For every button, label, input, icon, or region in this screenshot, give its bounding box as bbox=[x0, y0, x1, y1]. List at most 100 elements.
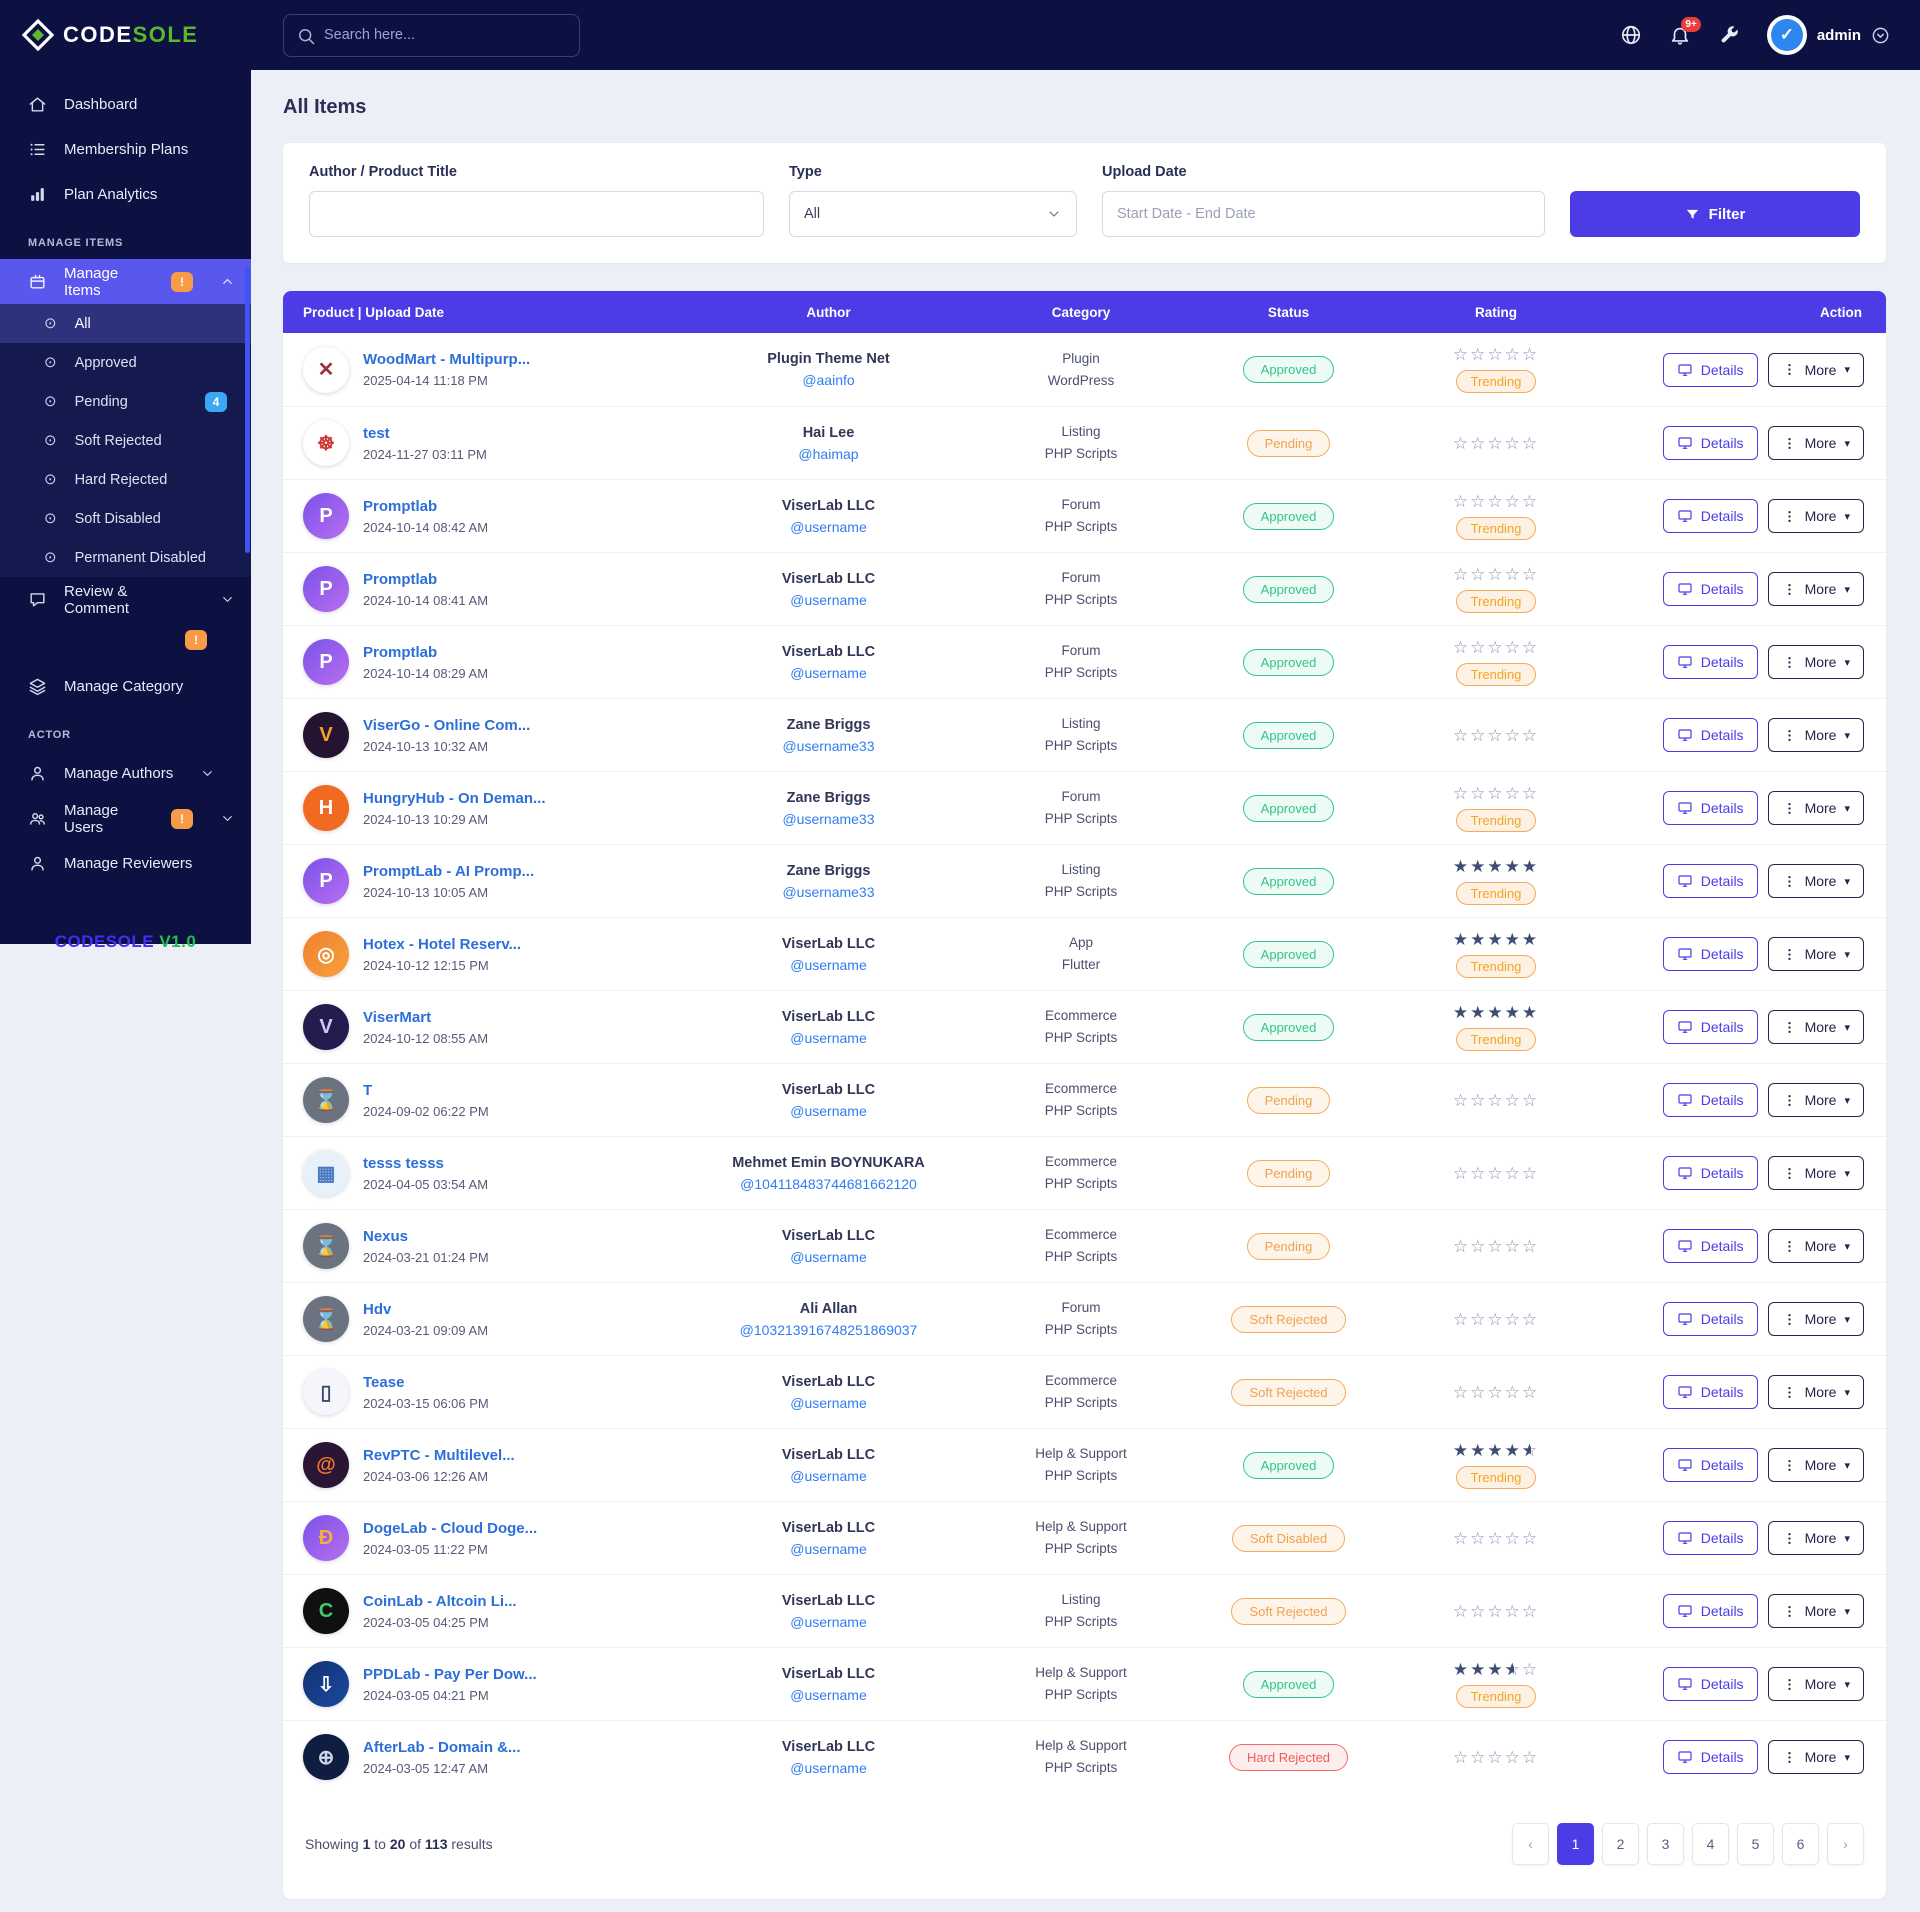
product-title-link[interactable]: CoinLab - Altcoin Li... bbox=[363, 1592, 517, 1610]
product-title-link[interactable]: Promptlab bbox=[363, 570, 438, 588]
more-button[interactable]: More ▾ bbox=[1767, 1010, 1864, 1044]
author-handle-link[interactable]: @username bbox=[790, 1613, 867, 1630]
more-button[interactable]: More ▾ bbox=[1767, 1667, 1864, 1701]
details-button[interactable]: Details bbox=[1662, 1229, 1758, 1263]
details-button[interactable]: Details bbox=[1662, 1156, 1758, 1190]
product-title-link[interactable]: AfterLab - Domain &... bbox=[363, 1738, 521, 1756]
date-range-input[interactable] bbox=[1102, 191, 1545, 237]
author-handle-link[interactable]: @username bbox=[790, 1394, 867, 1411]
author-handle-link[interactable]: @104118483744681662120 bbox=[740, 1175, 917, 1192]
details-button[interactable]: Details bbox=[1662, 1302, 1758, 1336]
details-button[interactable]: Details bbox=[1662, 718, 1758, 752]
details-button[interactable]: Details bbox=[1662, 645, 1758, 679]
product-title-link[interactable]: tesss tesss bbox=[363, 1154, 444, 1172]
author-handle-link[interactable]: @username33 bbox=[782, 810, 875, 827]
sidebar-item-review-comment[interactable]: Review & Comment bbox=[0, 577, 251, 622]
pagination-page-4[interactable]: 4 bbox=[1692, 1823, 1729, 1865]
sidebar-item-manage-users[interactable]: Manage Users! bbox=[0, 796, 251, 841]
more-button[interactable]: More ▾ bbox=[1767, 791, 1864, 825]
details-button[interactable]: Details bbox=[1662, 1667, 1758, 1701]
product-title-link[interactable]: Hotex - Hotel Reserv... bbox=[363, 935, 522, 953]
more-button[interactable]: More ▾ bbox=[1767, 499, 1864, 533]
more-button[interactable]: More ▾ bbox=[1767, 1740, 1864, 1774]
author-filter-input[interactable] bbox=[309, 191, 764, 237]
more-button[interactable]: More ▾ bbox=[1767, 1448, 1864, 1482]
product-title-link[interactable]: HungryHub - On Deman... bbox=[363, 789, 546, 807]
author-handle-link[interactable]: @username bbox=[790, 1759, 867, 1776]
product-title-link[interactable]: Hdv bbox=[363, 1300, 392, 1318]
author-handle-link[interactable]: @haimap bbox=[798, 445, 859, 462]
author-handle-link[interactable]: @username bbox=[790, 1029, 867, 1046]
sidebar-subitem-soft-rejected[interactable]: ⊙ Soft Rejected bbox=[0, 421, 251, 460]
details-button[interactable]: Details bbox=[1662, 499, 1758, 533]
details-button[interactable]: Details bbox=[1662, 426, 1758, 460]
language-globe-button[interactable] bbox=[1620, 24, 1642, 46]
sidebar-item-plan-analytics[interactable]: Plan Analytics bbox=[0, 172, 251, 217]
user-menu[interactable]: ✓ admin bbox=[1766, 15, 1890, 55]
author-handle-link[interactable]: @username33 bbox=[782, 883, 875, 900]
details-button[interactable]: Details bbox=[1662, 791, 1758, 825]
author-handle-link[interactable]: @username bbox=[790, 591, 867, 608]
more-button[interactable]: More ▾ bbox=[1767, 1375, 1864, 1409]
more-button[interactable]: More ▾ bbox=[1767, 645, 1864, 679]
author-handle-link[interactable]: @username bbox=[790, 1102, 867, 1119]
more-button[interactable]: More ▾ bbox=[1767, 937, 1864, 971]
details-button[interactable]: Details bbox=[1662, 937, 1758, 971]
author-handle-link[interactable]: @username bbox=[790, 1248, 867, 1265]
product-title-link[interactable]: Tease bbox=[363, 1373, 405, 1391]
author-handle-link[interactable]: @username bbox=[790, 1467, 867, 1484]
product-title-link[interactable]: DogeLab - Cloud Doge... bbox=[363, 1519, 538, 1537]
product-title-link[interactable]: ViserMart bbox=[363, 1008, 432, 1026]
details-button[interactable]: Details bbox=[1662, 1448, 1758, 1482]
product-title-link[interactable]: test bbox=[363, 424, 390, 442]
product-title-link[interactable]: PromptLab - AI Promp... bbox=[363, 862, 535, 880]
product-title-link[interactable]: Promptlab bbox=[363, 643, 438, 661]
details-button[interactable]: Details bbox=[1662, 864, 1758, 898]
sidebar-item-manage-items[interactable]: Manage Items! bbox=[0, 259, 251, 304]
details-button[interactable]: Details bbox=[1662, 1083, 1758, 1117]
search-input[interactable] bbox=[283, 13, 580, 57]
sidebar-subitem-permanent-disabled[interactable]: ⊙ Permanent Disabled bbox=[0, 538, 251, 577]
author-handle-link[interactable]: @username bbox=[790, 664, 867, 681]
pagination-page-6[interactable]: 6 bbox=[1782, 1823, 1819, 1865]
more-button[interactable]: More ▾ bbox=[1767, 718, 1864, 752]
product-title-link[interactable]: WoodMart - Multipurp... bbox=[363, 351, 531, 368]
details-button[interactable]: Details bbox=[1662, 572, 1758, 606]
more-button[interactable]: More ▾ bbox=[1767, 1083, 1864, 1117]
sidebar-item-dashboard[interactable]: Dashboard bbox=[0, 82, 251, 127]
product-title-link[interactable]: Nexus bbox=[363, 1227, 409, 1245]
product-title-link[interactable]: RevPTC - Multilevel... bbox=[363, 1446, 515, 1464]
sidebar-subitem-hard-rejected[interactable]: ⊙ Hard Rejected bbox=[0, 460, 251, 499]
sidebar-scrollbar[interactable] bbox=[245, 267, 250, 553]
pagination-page-3[interactable]: 3 bbox=[1647, 1823, 1684, 1865]
pagination-next-button[interactable]: › bbox=[1827, 1823, 1864, 1865]
product-title-link[interactable]: ViserGo - Online Com... bbox=[363, 716, 531, 734]
product-title-link[interactable]: PPDLab - Pay Per Dow... bbox=[363, 1665, 537, 1683]
details-button[interactable]: Details bbox=[1662, 1594, 1758, 1628]
type-filter-select[interactable]: All bbox=[789, 191, 1077, 237]
details-button[interactable]: Details bbox=[1662, 352, 1758, 387]
filter-button[interactable]: Filter bbox=[1570, 191, 1860, 237]
author-handle-link[interactable]: @103213916748251869037 bbox=[739, 1321, 918, 1338]
app-logo[interactable]: CODESOLE bbox=[0, 0, 251, 70]
more-button[interactable]: More ▾ bbox=[1767, 572, 1864, 606]
sidebar-item-manage-category[interactable]: Manage Category bbox=[0, 664, 251, 709]
sidebar-subitem-all[interactable]: ⊙ All bbox=[0, 304, 251, 343]
sidebar-subitem-pending[interactable]: ⊙ Pending 4 bbox=[0, 382, 251, 421]
sidebar-subitem-soft-disabled[interactable]: ⊙ Soft Disabled bbox=[0, 499, 251, 538]
more-button[interactable]: More ▾ bbox=[1767, 426, 1864, 460]
author-handle-link[interactable]: @username bbox=[790, 518, 867, 535]
more-button[interactable]: More ▾ bbox=[1767, 864, 1864, 898]
more-button[interactable]: More ▾ bbox=[1767, 1156, 1864, 1190]
details-button[interactable]: Details bbox=[1662, 1740, 1758, 1774]
pagination-prev-button[interactable]: ‹ bbox=[1512, 1823, 1549, 1865]
settings-wrench-button[interactable] bbox=[1718, 24, 1740, 46]
product-title-link[interactable]: T bbox=[363, 1081, 373, 1099]
pagination-page-1[interactable]: 1 bbox=[1557, 1823, 1594, 1865]
more-button[interactable]: More ▾ bbox=[1767, 1302, 1864, 1336]
more-button[interactable]: More ▾ bbox=[1767, 1229, 1864, 1263]
author-handle-link[interactable]: @aainfo bbox=[802, 372, 855, 388]
author-handle-link[interactable]: @username33 bbox=[782, 737, 875, 754]
sidebar-item-manage-authors[interactable]: Manage Authors bbox=[0, 751, 251, 796]
sidebar-subitem-approved[interactable]: ⊙ Approved bbox=[0, 343, 251, 382]
